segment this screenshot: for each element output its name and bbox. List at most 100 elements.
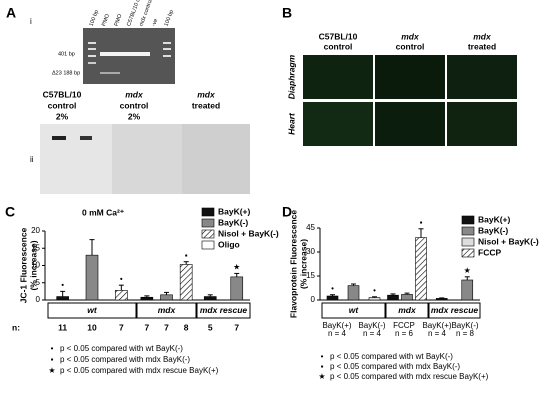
chart-title: 0 mM Ca²⁺ [82,207,125,217]
bar-label: BayK(-) [451,321,478,330]
column-label: mdx [473,31,492,41]
y-tick-label: 10 [31,261,40,270]
n-label: 7 [234,322,239,332]
footnote: p < 0.05 compared with mdx BayK(-) [60,355,190,364]
legend-swatch [201,218,215,228]
column-label: 2% [56,111,69,121]
significance-marker: • [373,286,376,295]
y-tick-label: 0 [311,295,316,304]
significance-marker: ▪ [185,251,188,260]
footnote: p < 0.05 compared with mdx rescue BayK(+… [330,372,489,381]
x-tick-label: mdx [158,305,177,315]
x-tick-label: mdx rescue [431,305,479,315]
group-box [428,302,481,319]
bar [140,296,154,301]
bar [160,294,173,301]
significance-marker: ★ [233,263,240,272]
bar-label: n = 4 [428,329,447,338]
legend-label: BayK(-) [218,217,248,227]
x-tick-label: mdx rescue [200,305,248,315]
footnote-symbol: • [321,352,324,361]
legend-label: BayK(+) [218,206,251,216]
footnote-symbol: ★ [48,366,55,375]
n-label: 10 [87,322,97,332]
blot-image [40,124,250,194]
y-tick-label: 15 [31,243,40,252]
x-tick-label: mdx [398,305,417,315]
n-label: 5 [208,322,213,332]
column-label: control [48,100,77,110]
bar [435,298,448,301]
panel-label: D [282,204,292,220]
y-tick-label: 45 [306,223,315,232]
bar-label: n = 8 [456,329,475,338]
bar [115,290,128,301]
lane-label: PMO [101,13,111,28]
bar [85,254,99,301]
significance-marker: • [331,284,334,293]
bar [326,295,339,301]
panel-label: A [6,5,16,21]
x-tick-label: wt [349,305,360,315]
lane-label: PMO [114,13,124,28]
panel-label: B [282,5,292,21]
column-label: mdx [197,89,216,99]
n-label: 7 [144,322,149,332]
bar [347,285,360,301]
significance-marker: ▪ [420,218,423,227]
legend-label: BayK(+) [478,214,511,224]
footnote: p < 0.05 compared with wt BayK(-) [60,344,183,353]
legend-swatch [461,248,475,258]
footnote: p < 0.05 compared with mdx rescue BayK(+… [60,366,219,375]
legend-label: Nisol + BayK(-) [478,236,539,246]
y-axis-label: (% increase) [298,239,308,289]
micrographs [303,55,517,146]
column-label: mdx [125,89,144,99]
group-box [196,302,251,319]
legend-swatch [461,237,475,247]
footnote: p < 0.05 compared with wt BayK(-) [330,352,453,361]
n-label: 11 [58,322,67,332]
legend-swatch [461,226,475,236]
bar-label: BayK(+) [422,321,451,330]
band-label: 401 bp [58,51,75,57]
bar-label: FCCP [393,321,415,330]
gel-image [83,28,175,84]
lane-label: -ve [151,18,159,27]
y-tick-label: 20 [31,226,40,235]
footnote-symbol: ★ [318,372,325,381]
bar [461,279,474,301]
row-label: Diaphragm [286,54,296,99]
legend-swatch [201,207,215,217]
group-box [47,302,137,319]
sub-label: ii [30,155,34,164]
bar [56,296,69,301]
y-axis-label: (% increase) [28,240,38,290]
column-label: 2% [128,111,141,121]
column-label: C57BL/10 [319,31,358,41]
bar-label: n = 6 [395,329,414,338]
footnote: p < 0.05 compared with mdx BayK(-) [330,362,460,371]
bar [415,237,427,301]
bar [179,264,193,301]
column-label: treated [192,100,220,110]
n-label: 7 [164,322,169,332]
group-box [385,302,429,319]
bar [203,296,217,301]
panel-label: C [5,204,15,220]
x-tick-label: wt [87,305,98,315]
y-tick-label: 15 [306,271,315,280]
lane-label: 100 bp [89,9,100,27]
group-box [136,302,197,319]
bar [387,294,399,301]
legend-swatch [461,215,475,225]
bar-label: n = 4 [363,329,382,338]
legend-label: Oligo [218,239,240,249]
bar [230,276,244,301]
significance-marker: ★ [464,266,471,275]
bar-label: BayK(-) [358,321,385,330]
group-box [321,302,386,319]
column-label: control [324,41,353,51]
y-tick-label: 0 [36,295,41,304]
